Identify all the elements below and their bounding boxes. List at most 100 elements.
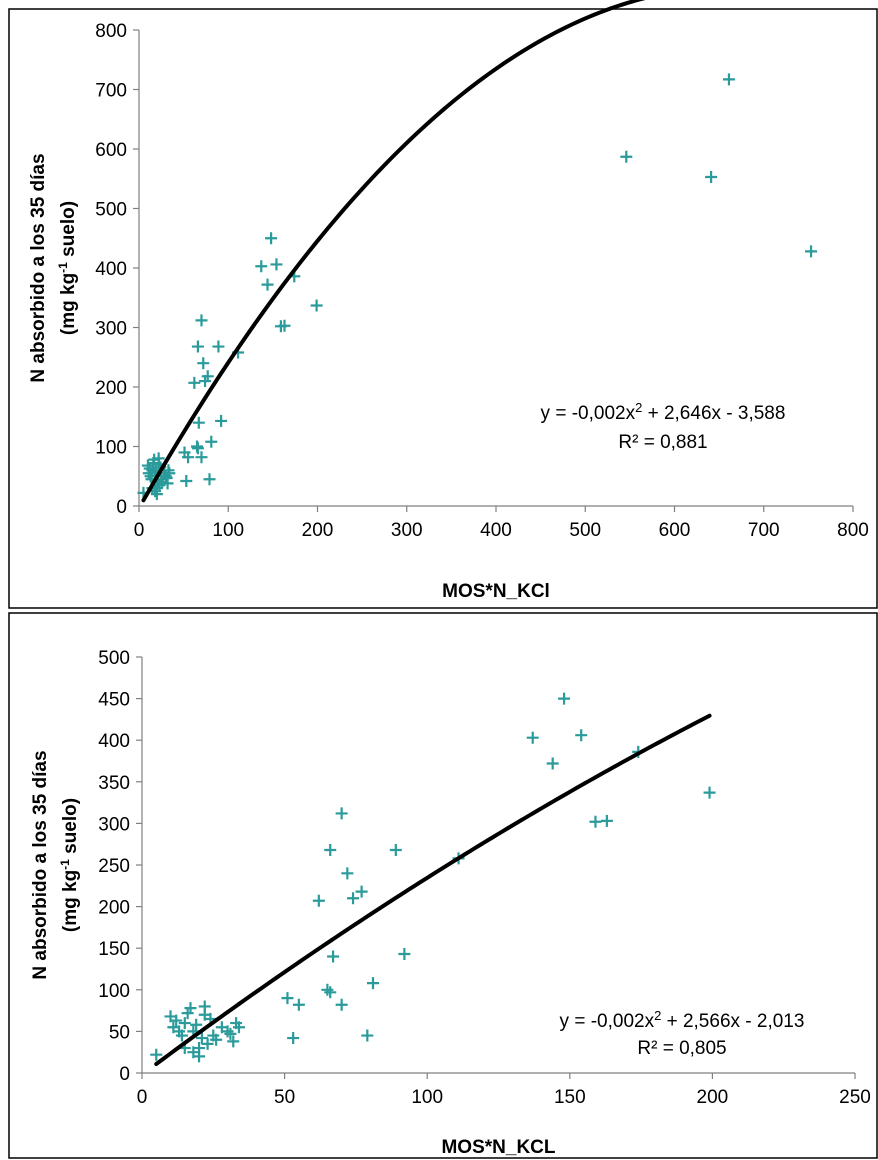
chart-0-data-point — [197, 357, 210, 370]
chart-0-data-point — [265, 232, 278, 245]
chart-1-data-point — [361, 1029, 374, 1042]
chart-1-equation-part: + 2,566x - 2,013 — [661, 1011, 804, 1032]
chart-0-data-point — [722, 73, 735, 86]
chart-0-x-tick-label: 500 — [569, 520, 601, 541]
chart-1-data-point — [321, 983, 334, 996]
chart-0-data-point — [620, 150, 633, 163]
chart-1-y-tick-label: 400 — [98, 731, 130, 752]
chart-0-x-tick-label: 200 — [302, 520, 334, 541]
chart-1-y-tick-label: 0 — [119, 1064, 130, 1085]
chart-0-equation-part: y = -0,002x — [541, 403, 636, 424]
chart-1-equation-part: y = -0,002x — [560, 1011, 655, 1032]
chart-0-x-tick-label: 100 — [212, 520, 244, 541]
chart-1-data-point — [312, 894, 325, 907]
chart-1-x-tick-label: 200 — [697, 1087, 729, 1108]
chart-1-y-axis-title-superscript: -1 — [58, 859, 72, 870]
chart-0-y-tick-label: 500 — [95, 200, 127, 221]
chart-0-y-axis-title-part: (mg kg — [58, 273, 79, 335]
chart-1-data-point — [558, 692, 571, 705]
chart-1-y-tick-label: 150 — [98, 939, 130, 960]
chart-0-data-point — [180, 475, 193, 488]
chart-1-data-point — [175, 1029, 188, 1042]
chart-0-x-axis-title: MOS*N_KCl — [442, 581, 550, 602]
chart-0-y-axis-title-line2: (mg kg-1 suelo) — [56, 201, 79, 335]
chart-0-data-point — [278, 319, 291, 332]
chart-1-data-point — [324, 844, 337, 857]
chart-1-y-axis-title-line2: (mg kg-1 suelo) — [58, 798, 81, 932]
chart-1-y-tick-label: 200 — [98, 898, 130, 919]
chart-0-data-point — [805, 245, 818, 258]
chart-0-x-tick-label: 400 — [480, 520, 512, 541]
chart-1-data-point — [367, 977, 380, 990]
chart-0-data-point — [270, 258, 283, 271]
chart-0-x-tick-label: 800 — [837, 520, 869, 541]
chart-1-x-tick-label: 0 — [137, 1087, 148, 1108]
chart-0-data-point — [182, 451, 195, 464]
chart-1-x-tick-label: 50 — [274, 1087, 295, 1108]
chart-1-data-point — [178, 1017, 191, 1030]
chart-0-data-point — [215, 414, 228, 427]
chart-1-y-axis-title-line1: N absorbido a los 35 días — [30, 750, 51, 979]
chart-1-y-tick-label: 350 — [98, 773, 130, 794]
chart-0-r-squared: R² = 0,881 — [618, 432, 707, 453]
chart-bottom: 0 50 100 150 200 250 300 350 400 450 500 0 50 100 150 2… — [8, 612, 878, 1159]
chart-1-x-axis-title: MOS*N_KCL — [441, 1137, 555, 1158]
chart-0-y-tick-label: 300 — [95, 319, 127, 340]
chart-0-data-point — [205, 435, 218, 448]
chart-1-data-point — [227, 1035, 240, 1048]
chart-1-trendline-equation: y = -0,002x2 + 2,566x - 2,013 — [560, 1008, 805, 1032]
chart-0-data-point — [188, 376, 201, 389]
chart-0-data-point — [201, 370, 214, 383]
chart-1-data-point — [184, 1002, 197, 1015]
chart-0-x-tick-label: 300 — [391, 520, 423, 541]
chart-1-y-tick-label: 250 — [98, 856, 130, 877]
chart-1-trendline — [154, 713, 712, 1067]
chart-1-data-point — [327, 950, 340, 963]
chart-0-y-tick-label: 200 — [95, 378, 127, 399]
chart-0-data-point — [212, 340, 225, 353]
chart-0-data-point — [261, 278, 274, 291]
chart-1-x-tick-label: 150 — [554, 1087, 586, 1108]
chart-1-data-point — [589, 815, 602, 828]
chart-0-panel-border — [8, 8, 878, 609]
chart-0-x-tick-label: 700 — [748, 520, 780, 541]
chart-1-data-point — [335, 807, 348, 820]
chart-0-data-point — [163, 467, 176, 480]
chart-0-data-point — [191, 442, 204, 455]
chart-1-x-tick-label: 100 — [411, 1087, 443, 1108]
chart-1-data-point — [355, 885, 368, 898]
chart-1-data-point — [287, 1032, 300, 1045]
chart-0-trendline-equation: y = -0,002x2 + 2,646x - 3,588 — [541, 400, 786, 424]
chart-1-data-point — [210, 1033, 223, 1046]
chart-0-data-point — [203, 473, 216, 486]
chart-0-data-point — [192, 416, 205, 429]
chart-0-equation-superscript: 2 — [635, 400, 642, 415]
chart-1-y-axis-title-part: suelo) — [60, 798, 81, 859]
chart-1-data-point — [193, 1050, 206, 1063]
chart-0-y-tick-label: 400 — [95, 259, 127, 280]
chart-1-x-tick-label: 250 — [839, 1087, 871, 1108]
chart-0-data-point — [705, 170, 718, 183]
chart-0-y-tick-label: 600 — [95, 140, 127, 161]
chart-0-y-tick-label: 100 — [95, 438, 127, 459]
chart-0-trendline — [141, 0, 646, 503]
chart-1-data-point — [546, 757, 559, 770]
chart-1-data-point — [281, 992, 294, 1005]
chart-1-data-point — [398, 948, 411, 961]
chart-0-x-tick-label: 600 — [659, 520, 691, 541]
chart-0-y-tick-label: 0 — [116, 497, 127, 518]
chart-0-x-tick-label: 0 — [134, 520, 145, 541]
chart-0-data-point — [191, 340, 204, 353]
chart-1-data-point — [170, 1014, 183, 1027]
chart-1-data-point — [221, 1025, 234, 1038]
chart-0-y-axis-title-superscript: -1 — [56, 262, 70, 273]
chart-1-panel-border — [8, 612, 878, 1159]
chart-1-data-point — [292, 998, 305, 1011]
chart-1-data-point — [201, 1037, 214, 1050]
chart-1-y-axis-title-part: (mg kg — [60, 870, 81, 932]
chart-1-data-point — [232, 1021, 245, 1034]
chart-0-data-point — [310, 299, 323, 312]
chart-0-y-axis-title-line1: N absorbido a los 35 días — [28, 153, 49, 382]
chart-1-y-tick-label: 100 — [98, 981, 130, 1002]
